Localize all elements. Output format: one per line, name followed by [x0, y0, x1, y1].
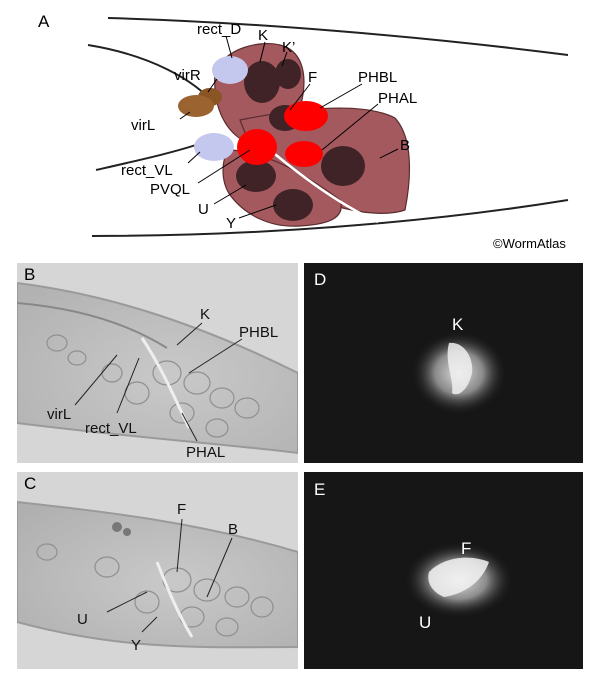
cell-texture-b	[46, 334, 260, 438]
k-prime-nucleus	[275, 59, 301, 89]
label-pvql: PVQL	[150, 181, 190, 198]
rect-d-cell	[212, 56, 248, 84]
label-e-u: U	[419, 613, 431, 632]
label-phbl: PHBL	[358, 69, 397, 86]
label-rect-vl: rect_VL	[121, 162, 173, 179]
phal-neuron	[285, 141, 323, 167]
label-u: U	[198, 201, 209, 218]
rect-vl-cell	[194, 133, 234, 161]
label-y: Y	[226, 215, 236, 232]
cell-boundary-line	[269, 149, 379, 224]
panel-d-fluorescence: K	[304, 263, 583, 463]
panel-c-leader-lines	[106, 518, 233, 633]
panel-e-fluorescence: F U	[304, 472, 583, 669]
panel-c-letter: C	[24, 474, 37, 493]
u-nucleus	[236, 160, 276, 192]
panel-a-leader-lines	[179, 35, 399, 219]
label-b: B	[400, 137, 410, 154]
label-b-phbl: PHBL	[239, 324, 278, 341]
panel-c-micrograph: F B U Y	[17, 472, 298, 669]
label-e-f: F	[461, 539, 471, 558]
label-b-phal: PHAL	[186, 444, 225, 461]
worm-body-lower-outline	[91, 199, 569, 237]
label-f: F	[308, 69, 317, 86]
panel-b-letter: B	[24, 265, 36, 284]
wormatlas-credit: ©WormAtlas	[493, 236, 566, 251]
panel-a-letter: A	[38, 12, 50, 31]
label-c-f: F	[177, 501, 186, 518]
panel-b-micrograph: K PHBL virL rect_VL PHAL	[17, 263, 298, 463]
k-nucleus	[244, 61, 280, 103]
label-d-k: K	[452, 315, 464, 334]
label-c-b: B	[228, 521, 238, 538]
label-b-rect-vl: rect_VL	[85, 420, 137, 437]
label-k: K	[258, 27, 268, 44]
label-c-y: Y	[131, 637, 141, 654]
panel-b-leader-lines	[74, 322, 243, 442]
panel-d-letter: D	[314, 270, 327, 289]
worm-tissue-b	[17, 281, 298, 455]
worm-tissue-c	[17, 500, 298, 649]
label-k-prime: K’	[282, 39, 295, 56]
pvql-neuron	[237, 129, 277, 165]
label-rect-d: rect_D	[197, 21, 241, 38]
label-c-u: U	[77, 611, 88, 628]
worm-body-upper-outline	[107, 17, 569, 56]
label-phal: PHAL	[378, 90, 417, 107]
label-b-virl: virL	[47, 406, 71, 423]
phbl-neuron	[284, 101, 328, 131]
panel-a-diagram: rect_D K K’ virR virL F PHBL PHAL B rect…	[87, 17, 569, 237]
panel-e-letter: E	[314, 480, 326, 499]
cell-texture-c	[36, 543, 274, 637]
label-b-k: K	[200, 306, 210, 323]
y-nucleus	[273, 189, 313, 221]
label-virr: virR	[174, 67, 201, 84]
virl-cell	[178, 95, 214, 117]
b-nucleus	[321, 146, 365, 186]
worm-edge-b	[17, 302, 168, 349]
label-virl: virL	[131, 117, 155, 134]
